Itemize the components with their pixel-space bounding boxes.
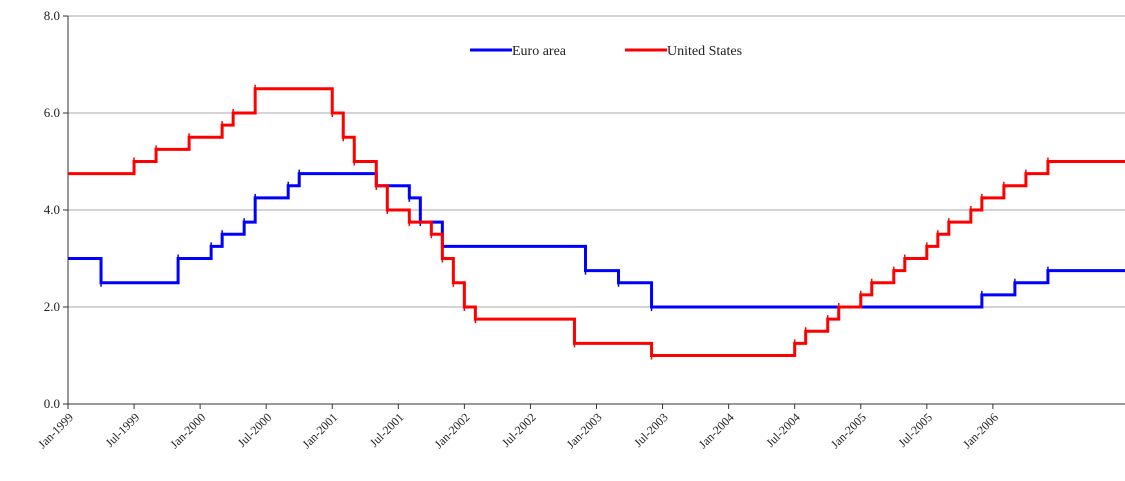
x-tick-label: Jul-1999 (103, 410, 143, 450)
x-tick-label: Jul-2004 (763, 410, 803, 450)
y-tick-label: 0.0 (44, 396, 60, 411)
x-tick-label: Jul-2001 (367, 410, 407, 450)
y-axis-ticks: 0.0 2.0 4.0 6.0 8.0 (44, 8, 68, 411)
x-tick-label: Jan-2000 (167, 410, 208, 451)
gridlines (68, 15, 1125, 308)
legend-label-1: United States (667, 44, 742, 59)
x-tick-label: Jan-2005 (828, 410, 869, 451)
series-line-1 (68, 87, 1125, 357)
series-line-0 (68, 172, 1125, 309)
series-lines (68, 84, 1125, 360)
legend: Euro area United States (470, 44, 742, 59)
x-tick-label: Jan-1999 (35, 410, 76, 451)
x-tick-label: Jul-2000 (235, 410, 275, 450)
y-tick-label: 8.0 (44, 8, 60, 23)
x-tick-label: Jul-2005 (895, 410, 935, 450)
y-tick-label: 4.0 (44, 202, 60, 217)
x-tick-label: Jul-2002 (499, 410, 539, 450)
x-tick-label: Jan-2003 (564, 410, 605, 451)
x-tick-label: Jan-2002 (431, 410, 472, 451)
legend-label-0: Euro area (512, 44, 567, 59)
x-axis-ticks: Jan-1999 Jul-1999 Jan-2000 Jul-2000 Jan-2001… (35, 404, 1001, 451)
x-tick-label: Jan-2004 (696, 410, 737, 451)
x-tick-label: Jul-2003 (631, 410, 671, 450)
y-tick-label: 2.0 (44, 299, 60, 314)
x-tick-label: Jan-2006 (960, 410, 1001, 451)
x-tick-label: Jan-2001 (299, 410, 340, 451)
y-tick-label: 6.0 (44, 105, 60, 120)
